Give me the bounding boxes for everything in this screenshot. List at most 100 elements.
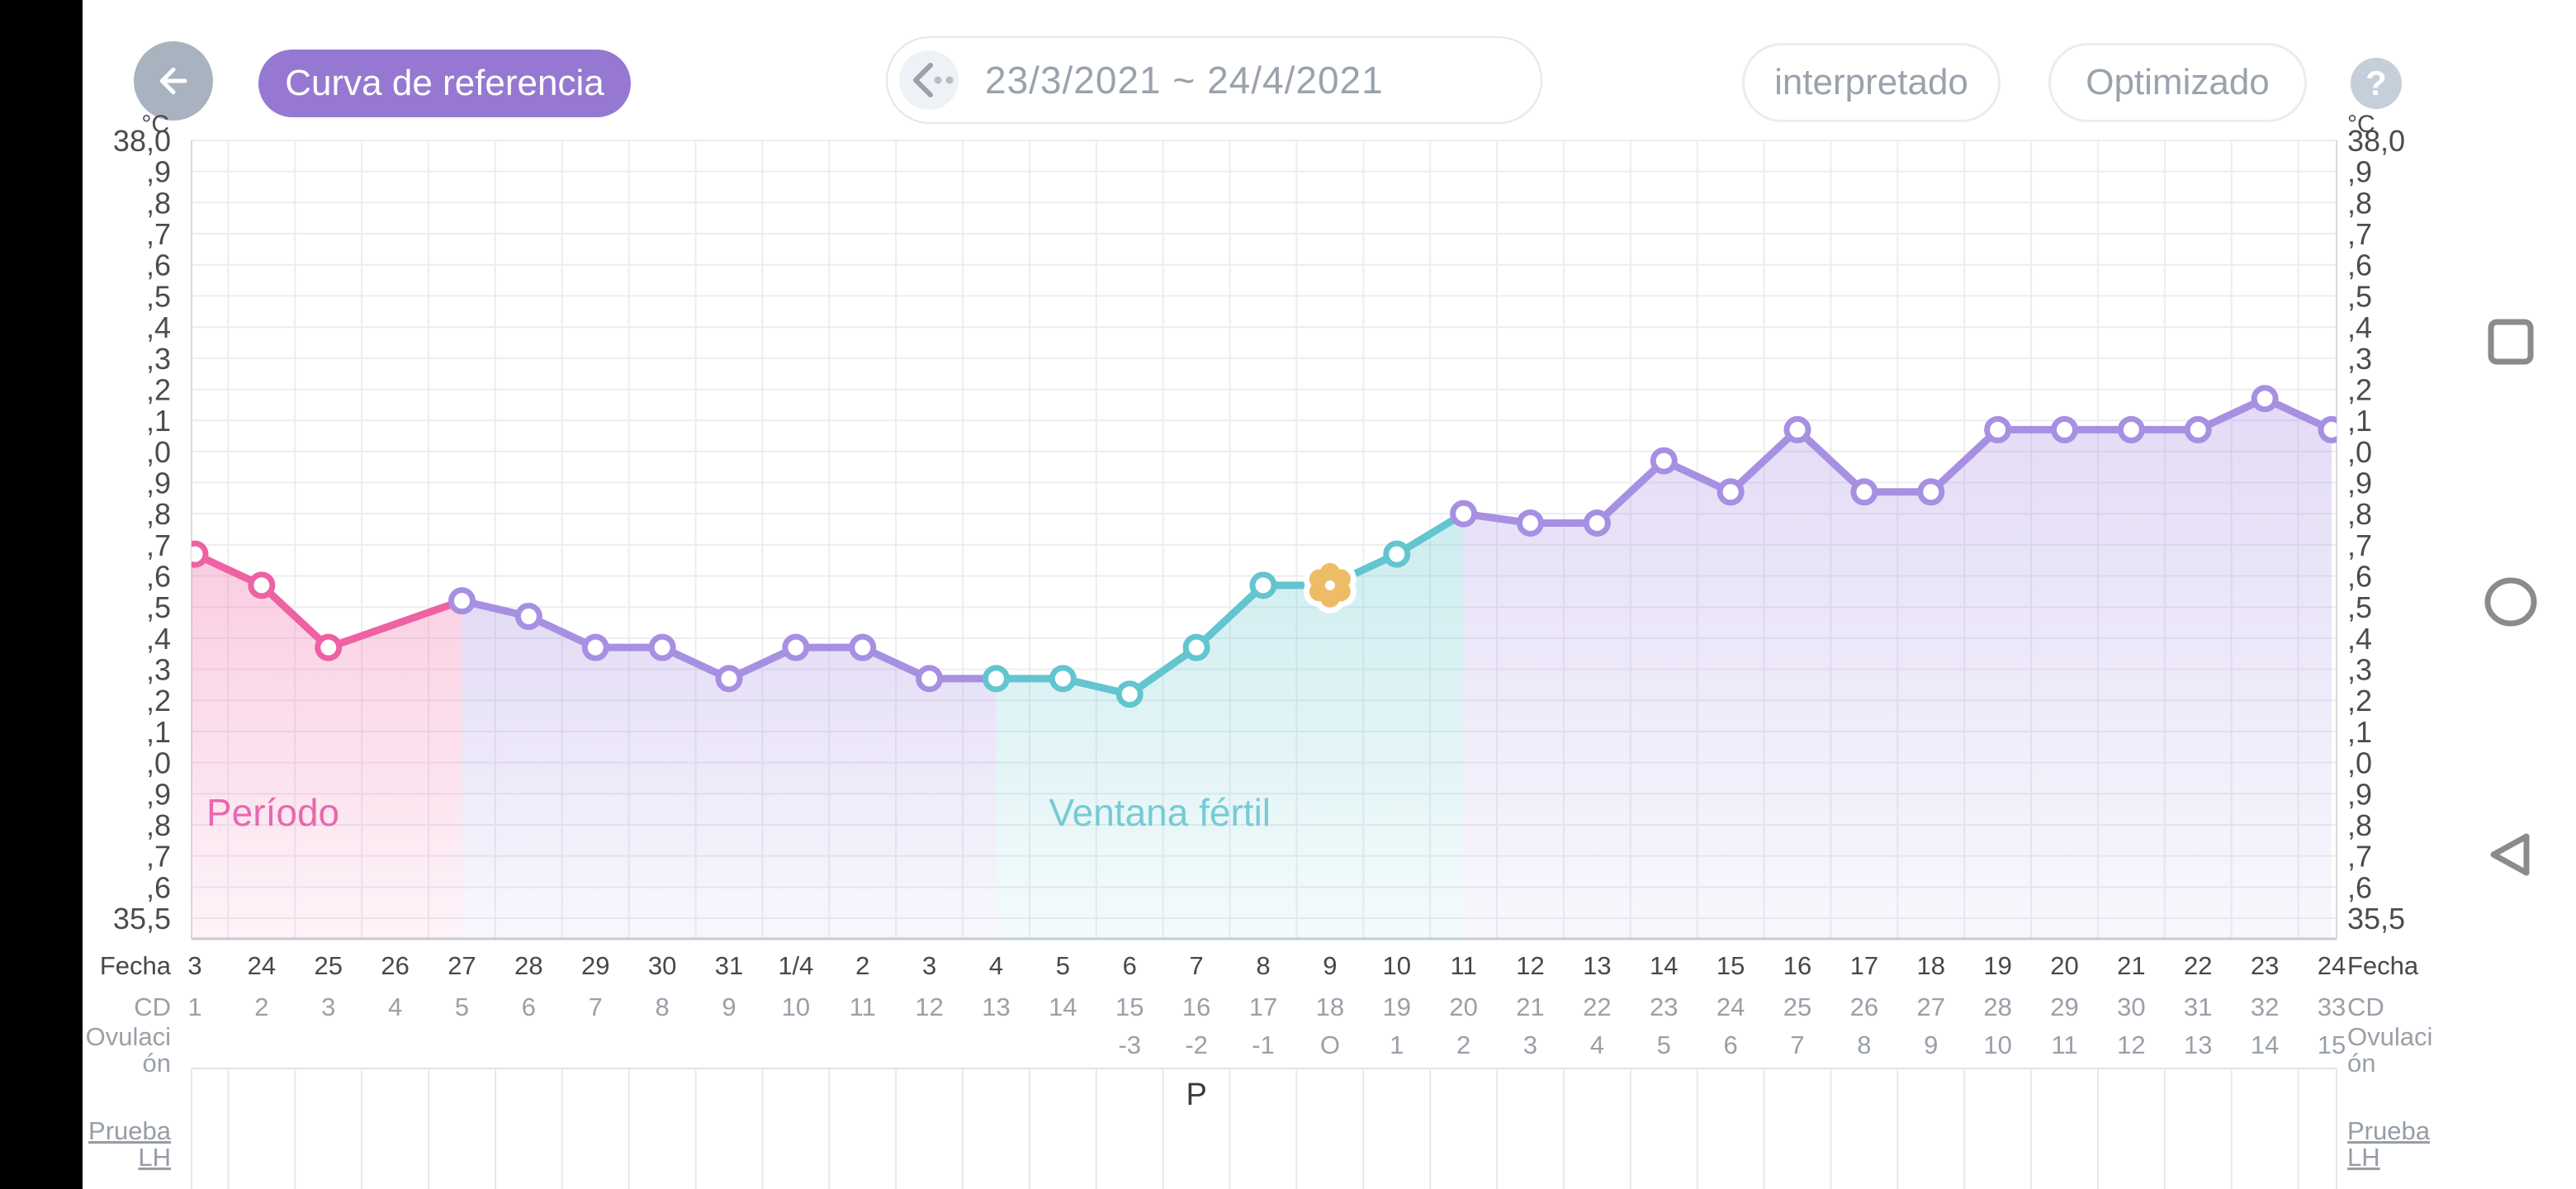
lh-test-row: P bbox=[191, 1068, 2337, 1189]
ovulacion-value: 5 bbox=[1657, 1030, 1671, 1059]
y-axis-tick-label-left: ,8 bbox=[146, 808, 171, 842]
bbt-data-point[interactable] bbox=[2251, 385, 2279, 413]
zone-label-ventana-fertil: Ventana fértil bbox=[1049, 791, 1271, 834]
fecha-value: 25 bbox=[315, 951, 343, 980]
y-axis-tick-label-right: ,2 bbox=[2347, 372, 2372, 406]
fecha-value: 7 bbox=[1190, 951, 1204, 980]
back-button[interactable] bbox=[134, 41, 213, 121]
fecha-value: 16 bbox=[1783, 951, 1811, 980]
fecha-value: 30 bbox=[648, 951, 676, 980]
bbt-data-point[interactable] bbox=[648, 633, 676, 661]
cd-value: 6 bbox=[522, 992, 536, 1021]
ovulacion-value: 11 bbox=[2051, 1030, 2077, 1059]
bbt-data-point[interactable] bbox=[1115, 680, 1144, 708]
bbt-data-point[interactable] bbox=[2318, 415, 2342, 443]
cd-value: 1 bbox=[187, 992, 201, 1021]
row-label-prueba-lh-right[interactable]: LH bbox=[2347, 1143, 2380, 1172]
back-triangle-icon[interactable] bbox=[2484, 831, 2535, 878]
fecha-value: 2 bbox=[855, 951, 869, 980]
bbt-data-point[interactable] bbox=[2117, 415, 2145, 443]
phase-area-periodo bbox=[192, 554, 462, 939]
cd-value: 18 bbox=[1316, 992, 1344, 1021]
cd-value: 29 bbox=[2050, 992, 2078, 1021]
cd-value: 17 bbox=[1249, 992, 1277, 1021]
fecha-value: 12 bbox=[1516, 951, 1544, 980]
bbt-data-point[interactable] bbox=[1049, 665, 1077, 693]
date-range-selector[interactable]: 23/3/2021 ~ 24/4/2021 bbox=[886, 36, 1542, 124]
fecha-value: 18 bbox=[1917, 951, 1945, 980]
y-axis-tick-label-right: 38,0 bbox=[2347, 124, 2405, 158]
bbt-data-point[interactable] bbox=[1917, 478, 1945, 506]
y-axis-tick-label-right: ,5 bbox=[2347, 590, 2372, 624]
fecha-value: 9 bbox=[1323, 951, 1337, 980]
fecha-value: 21 bbox=[2117, 951, 2145, 980]
bbt-data-point[interactable] bbox=[1383, 540, 1411, 568]
bbt-data-point[interactable] bbox=[514, 603, 542, 631]
zone-label-periodo: Período bbox=[206, 791, 339, 834]
y-axis-tick-label-left: ,7 bbox=[146, 217, 171, 251]
fecha-value: 31 bbox=[715, 951, 743, 980]
cd-value: 12 bbox=[915, 992, 943, 1021]
y-axis-tick-label-right: ,0 bbox=[2347, 435, 2372, 469]
y-axis-tick-label-right: ,7 bbox=[2347, 528, 2372, 562]
y-axis-tick-label-right: ,1 bbox=[2347, 715, 2372, 749]
row-label-ovulacion-left: ón bbox=[143, 1049, 171, 1078]
row-label-prueba-lh-right[interactable]: Prueba bbox=[2347, 1116, 2431, 1145]
y-axis-tick-label-right: ,6 bbox=[2347, 870, 2372, 904]
bbt-data-point[interactable] bbox=[1783, 415, 1811, 443]
bbt-data-point[interactable] bbox=[715, 665, 743, 693]
bbt-data-point[interactable] bbox=[916, 665, 944, 693]
ovulacion-value: 7 bbox=[1790, 1030, 1804, 1059]
bbt-data-point[interactable] bbox=[1984, 415, 2012, 443]
bbt-data-point[interactable] bbox=[2051, 415, 2078, 443]
optimizado-toggle-button[interactable]: Optimizado bbox=[2048, 43, 2307, 122]
bbt-data-point[interactable] bbox=[849, 633, 877, 661]
bbt-data-point[interactable] bbox=[1850, 478, 1878, 506]
fecha-value: 19 bbox=[1983, 951, 2011, 980]
bbt-data-point[interactable] bbox=[1450, 500, 1478, 528]
bbt-data-point[interactable] bbox=[315, 633, 343, 661]
row-label-prueba-lh-left[interactable]: Prueba bbox=[88, 1116, 172, 1145]
bbt-data-point[interactable] bbox=[448, 587, 476, 615]
y-axis-tick-label-right: ,2 bbox=[2347, 684, 2372, 718]
cd-value: 26 bbox=[1850, 992, 1878, 1021]
screen-edge-black-strip bbox=[0, 0, 83, 1189]
help-icon[interactable]: ? bbox=[2351, 58, 2402, 109]
fecha-value: 29 bbox=[581, 951, 609, 980]
y-axis-tick-label-left: ,4 bbox=[146, 622, 171, 656]
date-range-text: 23/3/2021 ~ 24/4/2021 bbox=[985, 59, 1384, 102]
home-circle-icon[interactable] bbox=[2484, 576, 2538, 628]
cd-value: 31 bbox=[2184, 992, 2212, 1021]
y-axis-tick-label-right: ,0 bbox=[2347, 746, 2372, 780]
fecha-value: 17 bbox=[1850, 951, 1878, 980]
bbt-data-point[interactable] bbox=[184, 540, 209, 568]
fecha-value: 4 bbox=[989, 951, 1003, 980]
y-axis-tick-label-right: ,4 bbox=[2347, 310, 2372, 344]
y-axis-tick-label-left: ,5 bbox=[146, 590, 171, 624]
interpretado-toggle-button[interactable]: interpretado bbox=[1742, 43, 2001, 122]
bbt-data-point[interactable] bbox=[1717, 478, 1745, 506]
recents-square-icon[interactable] bbox=[2487, 318, 2535, 366]
bbt-data-point[interactable] bbox=[1517, 509, 1544, 537]
y-axis-tick-label-left: ,6 bbox=[146, 249, 171, 282]
bbt-data-point[interactable] bbox=[2184, 415, 2212, 443]
row-label-fecha-left: Fecha bbox=[100, 951, 172, 980]
bbt-data-point[interactable] bbox=[1182, 633, 1210, 661]
ovulation-flower-icon[interactable] bbox=[1303, 557, 1357, 613]
bbt-data-point[interactable] bbox=[782, 633, 810, 661]
previous-cycle-icon[interactable] bbox=[899, 50, 959, 110]
y-axis-tick-label-right: 35,5 bbox=[2347, 902, 2405, 936]
row-label-cd-right: CD bbox=[2347, 992, 2384, 1021]
bbt-line-segment bbox=[1192, 581, 1267, 651]
y-axis-tick-label-left: ,1 bbox=[146, 404, 171, 438]
fecha-value: 6 bbox=[1123, 951, 1137, 980]
row-label-prueba-lh-left[interactable]: LH bbox=[138, 1143, 171, 1172]
bbt-data-point[interactable] bbox=[1650, 447, 1678, 475]
bbt-data-point[interactable] bbox=[1583, 509, 1611, 537]
cd-value: 14 bbox=[1049, 992, 1077, 1021]
bbt-data-point[interactable] bbox=[581, 633, 609, 661]
bbt-data-point[interactable] bbox=[248, 571, 276, 599]
bbt-data-point[interactable] bbox=[1249, 571, 1277, 599]
bbt-data-point[interactable] bbox=[983, 665, 1010, 693]
y-axis-tick-label-left: ,1 bbox=[146, 715, 171, 749]
